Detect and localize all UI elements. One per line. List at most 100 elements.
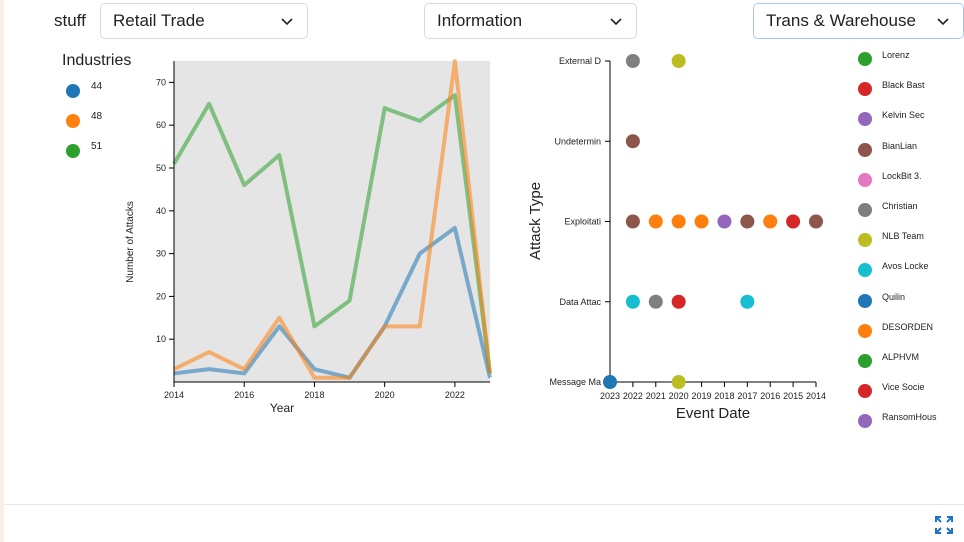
x-tick-label: 2020 xyxy=(669,391,689,401)
y-axis-label: Attack Type xyxy=(527,182,544,260)
legend-label: DESORDEN xyxy=(882,321,934,332)
x-tick-label: 2015 xyxy=(783,391,803,401)
legend-label: 48 xyxy=(91,110,103,122)
legend-dot xyxy=(858,112,872,127)
legend-label: Vice Socie xyxy=(882,382,925,393)
legend-dot xyxy=(858,323,872,338)
x-tick-label: 2019 xyxy=(692,391,712,401)
series-line-51 xyxy=(172,93,492,374)
legend-dot xyxy=(858,414,872,429)
y-tick-label: 40 xyxy=(156,206,166,216)
y-tick-label: 70 xyxy=(156,77,166,87)
scatter-point-avos-locke[interactable] xyxy=(740,294,755,309)
scatter-point-bianlian[interactable] xyxy=(809,214,823,229)
x-tick-label: 2020 xyxy=(375,390,395,400)
scatter-point-desorden[interactable] xyxy=(694,214,709,229)
legend-item-lorenz[interactable]: Lorenz xyxy=(858,50,910,66)
legend-item-ransomhous[interactable]: RansomHous xyxy=(858,412,937,429)
legend-item-bianlian[interactable]: BianLian xyxy=(858,140,918,157)
expand-icon[interactable] xyxy=(934,515,954,535)
legend-label: 44 xyxy=(91,80,103,92)
legend-label: NLB Team xyxy=(882,231,924,242)
industry-select-2[interactable]: Information xyxy=(424,3,637,39)
y-tick-label: Undetermin xyxy=(554,136,601,146)
scatter-point-desorden[interactable] xyxy=(671,214,686,229)
legend-item-lockbit-3-[interactable]: LockBit 3. xyxy=(858,170,922,187)
scatter-point-christian[interactable] xyxy=(648,294,663,309)
legend-dot xyxy=(858,142,872,157)
stuff-label: stuff xyxy=(54,11,86,30)
legend-item-kelvin-sec[interactable]: Kelvin Sec xyxy=(858,110,925,127)
scatter-point-avos-locke[interactable] xyxy=(625,294,640,309)
legend-dot xyxy=(858,203,872,217)
x-tick-label: 2017 xyxy=(737,391,757,401)
legend-item-desorden[interactable]: DESORDEN xyxy=(858,321,934,338)
scatter-point-black-bast[interactable] xyxy=(671,294,686,309)
x-tick-label: 2022 xyxy=(445,390,465,400)
scatter-point-christian[interactable] xyxy=(625,54,640,68)
x-tick-label: 2018 xyxy=(304,390,324,400)
legend-label: Kelvin Sec xyxy=(882,110,925,121)
legend-item-christian[interactable]: Christian xyxy=(858,201,918,217)
legend-dot xyxy=(66,84,80,98)
legend-item-black-bast[interactable]: Black Bast xyxy=(858,80,925,97)
y-tick-label: 30 xyxy=(156,249,166,259)
legend-dot xyxy=(858,384,872,399)
x-tick-label: 2014 xyxy=(806,391,826,401)
legend-label: RansomHous xyxy=(882,412,937,423)
x-axis-label: Event Date xyxy=(676,405,750,422)
legend-item-alphvm[interactable]: ALPHVM xyxy=(858,352,920,368)
legend-label: Black Bast xyxy=(882,80,925,91)
legend-item-51[interactable]: 51 xyxy=(66,140,103,158)
y-tick-label: 60 xyxy=(156,120,166,130)
y-tick-label: Message Ma xyxy=(549,377,601,387)
legend-dot xyxy=(858,172,872,187)
scatter-point-kelvin-sec[interactable] xyxy=(717,214,732,229)
industry-select-3[interactable]: Trans & Warehouse xyxy=(753,3,964,39)
x-tick-label: 2022 xyxy=(623,391,643,401)
scatter-point-desorden[interactable] xyxy=(763,214,778,229)
x-tick-label: 2021 xyxy=(646,391,666,401)
legend-label: Avos Locke xyxy=(882,261,929,272)
legend-dot xyxy=(66,114,80,128)
scatter-point-bianlian[interactable] xyxy=(625,134,640,149)
legend-item-avos-locke[interactable]: Avos Locke xyxy=(858,261,929,278)
legend-label: ALPHVM xyxy=(882,352,920,362)
scatter-point-bianlian[interactable] xyxy=(740,214,755,229)
legend-item-quilin[interactable]: Quilin xyxy=(858,291,906,308)
scatter-point-nlb-team[interactable] xyxy=(671,375,686,389)
scatter-point-desorden[interactable] xyxy=(648,214,663,229)
x-tick-label: 2016 xyxy=(234,390,254,400)
chevron-down-icon xyxy=(937,18,949,26)
y-tick-label: Exploitati xyxy=(564,217,601,227)
scatter-point-nlb-team[interactable] xyxy=(671,54,686,68)
industry-select-1[interactable]: Retail Trade xyxy=(100,3,308,39)
legend-item-nlb-team[interactable]: NLB Team xyxy=(858,231,924,248)
chevron-down-icon xyxy=(610,18,622,26)
legend-label: BianLian xyxy=(882,140,918,151)
legend-dot xyxy=(858,293,872,308)
industry-select-2-value: Information xyxy=(437,11,523,30)
legend-label: Quilin xyxy=(882,291,906,302)
legend-label: LockBit 3. xyxy=(882,170,922,181)
y-tick-label: Data Attac xyxy=(559,297,601,307)
scatter-point-black-bast[interactable] xyxy=(786,214,801,229)
legend-item-vice-socie[interactable]: Vice Socie xyxy=(858,382,925,399)
x-tick-label: 2018 xyxy=(714,391,734,401)
x-tick-label: 2014 xyxy=(164,390,184,400)
scatter-point-bianlian[interactable] xyxy=(625,214,640,229)
industry-select-3-value: Trans & Warehouse xyxy=(766,11,916,30)
y-tick-label: 20 xyxy=(156,291,166,301)
chevron-down-icon xyxy=(281,18,293,26)
legend-dot xyxy=(858,233,872,248)
series-line-44 xyxy=(173,225,492,380)
legend-label: 51 xyxy=(91,140,103,152)
legend-item-44[interactable]: 44 xyxy=(66,80,103,98)
legend-item-48[interactable]: 48 xyxy=(66,110,103,128)
y-tick-label: 10 xyxy=(156,334,166,344)
y-axis-label: Number of Attacks xyxy=(125,201,136,283)
x-tick-label: 2023 xyxy=(600,391,620,401)
scatter-point-quilin[interactable] xyxy=(603,375,617,389)
